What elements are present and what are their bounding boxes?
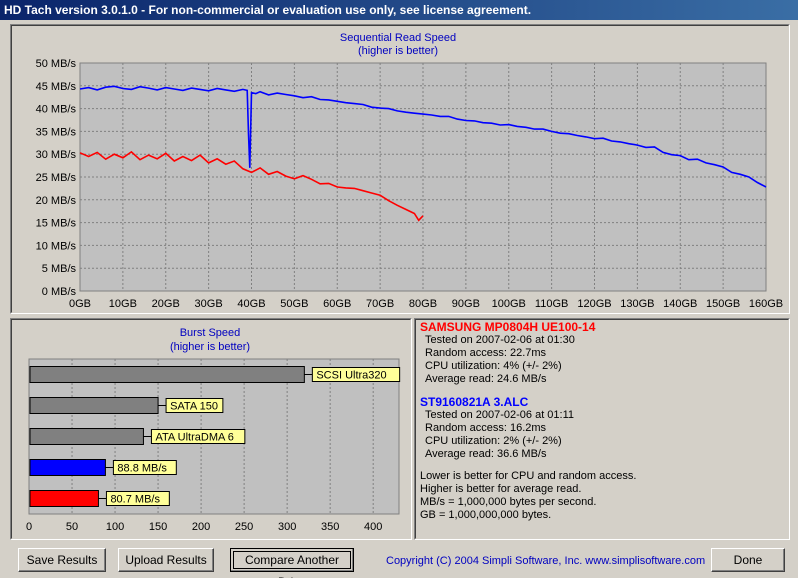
seq-x-tick-label: 150GB xyxy=(706,298,740,310)
seq-x-tick-label: 20GB xyxy=(152,298,180,310)
burst-bar xyxy=(29,397,159,414)
burst-x-axis: 0 50 100 150 200 250 300 350 400 xyxy=(26,521,382,533)
burst-x-tick-label: 400 xyxy=(364,521,382,533)
burst-bar xyxy=(29,366,305,383)
seq-y-tick-label: 10 MB/s xyxy=(36,240,77,252)
seq-x-tick-label: 80GB xyxy=(409,298,437,310)
seq-y-tick-label: 30 MB/s xyxy=(36,149,77,161)
results-notes: Lower is better for CPU and random acces… xyxy=(420,470,786,522)
seq-y-tick-label: 15 MB/s xyxy=(36,218,77,230)
burst-bar-label: ATA UltraDMA 6 xyxy=(155,432,233,444)
done-button[interactable]: Done xyxy=(711,548,785,572)
burst-x-tick-label: 200 xyxy=(192,521,210,533)
burst-bar-label-box xyxy=(165,398,224,413)
seq-x-tick-label: 10GB xyxy=(109,298,137,310)
seq-series-line-1 xyxy=(79,85,767,188)
note-line: Lower is better for CPU and random acces… xyxy=(420,470,637,482)
sequential-read-panel xyxy=(10,24,790,314)
burst-x-tick-label: 100 xyxy=(106,521,124,533)
seq-x-tick-label: 160GB xyxy=(749,298,783,310)
upload-results-button[interactable]: Upload Results xyxy=(118,548,214,572)
copyright-link[interactable]: Copyright (C) 2004 Simpli Software, Inc.… xyxy=(386,555,706,567)
burst-x-tick-label: 250 xyxy=(235,521,253,533)
burst-bar-label: 88.8 MB/s xyxy=(117,463,167,475)
seq-x-tick-label: 140GB xyxy=(663,298,697,310)
seq-y-tick-label: 35 MB/s xyxy=(36,126,77,138)
seq-x-tick-label: 110GB xyxy=(535,298,568,310)
burst-x-tick-label: 350 xyxy=(321,521,339,533)
seq-x-tick-label: 30GB xyxy=(195,298,223,310)
seq-y-axis: 0 MB/s 5 MB/s 10 MB/s 15 MB/s 20 MB/s 25 MB/s… xyxy=(36,58,77,298)
sequential-read-chart: Sequential Read Speed (higher is better)… xyxy=(36,32,783,310)
burst-x-tick-label: 300 xyxy=(278,521,296,533)
drive-2-info: ST9160821A 3.ALC Tested on 2007-02-06 at… xyxy=(420,395,786,461)
seq-y-tick-label: 20 MB/s xyxy=(36,195,77,207)
window-title-bar[interactable]: HD Tach version 3.0.1.0 - For non-commer… xyxy=(0,0,798,20)
seq-x-tick-label: 40GB xyxy=(237,298,265,310)
seq-x-tick-label: 100GB xyxy=(492,298,526,310)
burst-bar-label: 80.7 MB/s xyxy=(110,494,160,506)
burst-speed-chart: Burst Speed (higher is better) SCSI Ultr… xyxy=(26,327,401,533)
results-info-panel xyxy=(414,318,790,540)
burst-bars: SCSI Ultra320 SATA 150 ATA UltraDMA 6 88.8 … xyxy=(29,366,401,507)
drive-1-info: SAMSUNG MP0804H UE100-14 Tested on 2007-… xyxy=(420,320,786,386)
drive-1-title: SAMSUNG MP0804H UE100-14 xyxy=(420,320,596,334)
seq-y-tick-label: 0 MB/s xyxy=(42,286,77,298)
note-line: MB/s = 1,000,000 bytes per second. xyxy=(420,496,597,508)
burst-x-tick-label: 0 xyxy=(26,521,32,533)
seq-y-tick-label: 45 MB/s xyxy=(36,81,77,93)
seq-chart-title: Sequential Read Speed xyxy=(340,32,456,44)
seq-x-tick-label: 90GB xyxy=(452,298,480,310)
seq-x-tick-label: 50GB xyxy=(280,298,308,310)
drive-2-tested: Tested on 2007-02-06 at 01:11 xyxy=(425,409,575,421)
drive-1-random-access: Random access: 22.7ms xyxy=(425,347,547,359)
note-line: Higher is better for average read. xyxy=(420,483,582,495)
burst-bar-label: SCSI Ultra320 xyxy=(316,370,386,382)
burst-speed-panel xyxy=(10,318,412,540)
note-line: GB = 1,000,000,000 bytes. xyxy=(420,509,552,521)
seq-chart-subtitle: (higher is better) xyxy=(358,45,438,57)
burst-bar xyxy=(29,490,99,507)
save-results-button[interactable]: Save Results xyxy=(18,548,106,572)
drive-2-cpu: CPU utilization: 2% (+/- 2%) xyxy=(425,435,562,447)
burst-bar-label-box xyxy=(112,460,177,475)
drive-2-title: ST9160821A 3.ALC xyxy=(420,395,529,409)
burst-bar xyxy=(29,459,106,476)
seq-y-tick-label: 5 MB/s xyxy=(42,263,77,275)
seq-y-tick-label: 25 MB/s xyxy=(36,172,77,184)
seq-x-tick-label: 60GB xyxy=(323,298,351,310)
seq-x-tick-label: 120GB xyxy=(577,298,611,310)
burst-bar xyxy=(29,428,144,445)
drive-2-average: Average read: 36.6 MB/s xyxy=(425,448,547,460)
burst-x-tick-label: 50 xyxy=(66,521,78,533)
burst-bar-label-box xyxy=(105,491,170,506)
seq-y-tick-label: 40 MB/s xyxy=(36,104,77,116)
seq-series-line-2 xyxy=(79,150,424,222)
drive-1-cpu: CPU utilization: 4% (+/- 2%) xyxy=(425,360,562,372)
burst-x-tick-label: 150 xyxy=(149,521,167,533)
seq-series xyxy=(79,85,767,222)
seq-x-tick-label: 70GB xyxy=(366,298,394,310)
drive-2-random-access: Random access: 16.2ms xyxy=(425,422,547,434)
burst-chart-subtitle: (higher is better) xyxy=(170,341,250,353)
seq-x-tick-label: 0GB xyxy=(69,298,91,310)
seq-x-axis: 0GB 10GB 20GB 30GB 40GB 50GB 60GB 70GB 80GB 90GB 1… xyxy=(69,298,783,310)
compare-another-drive-button[interactable]: Compare Another Drive xyxy=(230,548,354,578)
results-info: SAMSUNG MP0804H UE100-14 Tested on 2007-… xyxy=(420,320,786,522)
burst-bar-label: SATA 150 xyxy=(170,401,218,413)
drive-1-tested: Tested on 2007-02-06 at 01:30 xyxy=(425,334,575,346)
seq-y-tick-label: 50 MB/s xyxy=(36,58,77,70)
seq-x-tick-label: 130GB xyxy=(620,298,654,310)
drive-1-average: Average read: 24.6 MB/s xyxy=(425,373,547,385)
burst-bar-label-box xyxy=(311,367,401,382)
burst-chart-title: Burst Speed xyxy=(180,327,241,339)
burst-bar-label-box xyxy=(150,429,246,444)
